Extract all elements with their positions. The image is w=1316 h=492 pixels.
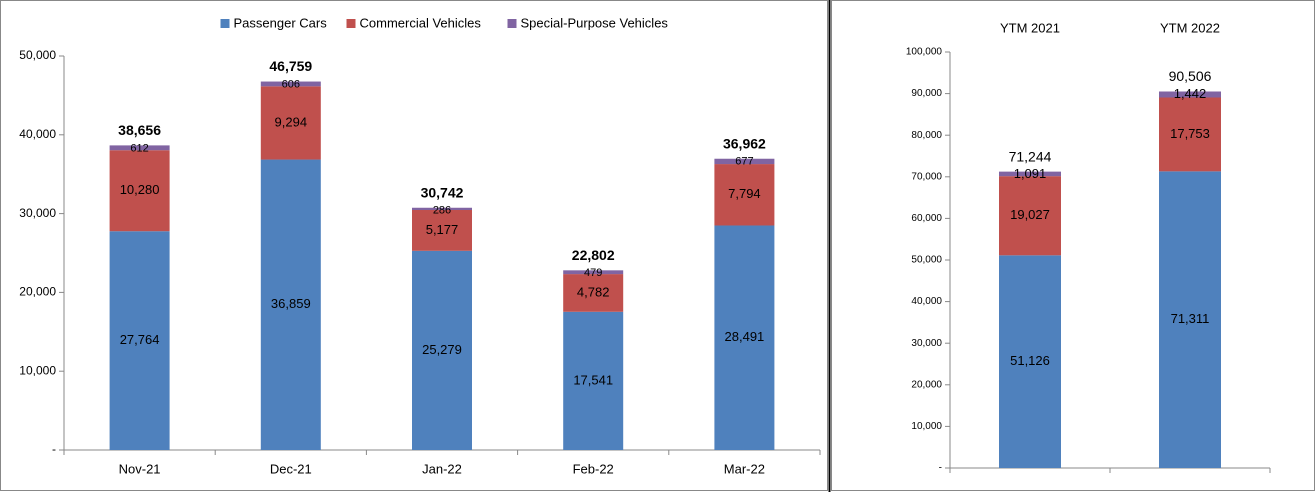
legend-swatch [220,19,230,28]
value-label: 27,764 [120,332,160,347]
bar-segment [999,255,1061,468]
bar-segment [714,164,775,226]
y-tick-label: 50,000 [911,255,942,266]
bar-segment [412,210,472,251]
y-tick-label: 80,000 [911,130,942,141]
x-tick-label: Feb-22 [573,461,614,476]
bar-segment [563,274,624,312]
y-tick-label: 10,000 [19,363,56,377]
y-tick-label: 20,000 [911,379,942,390]
y-tick-label: 40,000 [911,296,942,307]
y-tick-label: 60,000 [911,213,942,224]
y-tick-label: 20,000 [19,285,56,299]
value-label: 479 [584,267,602,279]
y-tick-label: 30,000 [911,338,942,349]
bar-segment [1159,91,1221,98]
y-tick-label: 90,000 [911,88,942,99]
legend-label: Commercial Vehicles [360,15,482,30]
total-label: 36,962 [723,135,766,151]
panel-border [831,0,1315,491]
value-label: 25,279 [422,342,462,357]
x-tick-label: Jan-22 [422,461,462,476]
bar-segment [109,145,170,151]
value-label: 28,491 [725,329,765,344]
total-label: 46,759 [269,58,312,74]
bar-segment [714,158,775,165]
legend-label: Passenger Cars [234,15,328,30]
x-tick-label: Mar-22 [724,461,765,476]
value-label: 36,859 [271,296,311,311]
y-tick-label: 30,000 [19,206,56,220]
value-label: 612 [130,142,148,154]
bar-segment [412,250,472,450]
value-label: 10,280 [120,182,160,197]
value-label: 677 [735,156,753,168]
x-tick-label: YTM 2021 [1000,20,1060,35]
bar-segment [109,150,170,232]
y-tick-label: 70,000 [911,171,942,182]
y-tick-label: 100,000 [906,47,943,58]
bar-segment [1159,97,1221,172]
value-label: 7,794 [728,186,761,201]
total-label: 71,244 [1009,148,1052,164]
legend-swatch [346,19,356,28]
value-label: 606 [282,78,300,90]
x-tick-label: Dec-21 [270,461,312,476]
x-tick-label: YTM 2022 [1160,20,1220,35]
value-label: 1,442 [1174,86,1207,101]
total-label: 22,802 [572,247,615,263]
legend-swatch [507,19,517,28]
value-label: 4,782 [577,284,610,299]
panel-border [0,0,828,491]
value-label: 17,541 [573,372,613,387]
total-label: 90,506 [1169,68,1212,84]
value-label: 286 [433,205,451,217]
y-tick-label: 40,000 [19,127,56,141]
total-label: 30,742 [421,184,464,200]
y-tick-label: - [939,463,942,474]
value-label: 17,753 [1170,126,1210,141]
value-label: 1,091 [1014,166,1047,181]
bar-segment [563,311,624,450]
bar-segment [260,86,321,160]
bar-segment [260,159,321,450]
bar-segment [563,270,624,275]
value-label: 19,027 [1010,207,1050,222]
bar-segment [260,81,321,87]
total-label: 38,656 [118,122,161,138]
bar-segment [1159,171,1221,468]
bar-segment [109,231,170,450]
bar-segment [412,207,472,211]
value-label: 71,311 [1171,311,1210,326]
bar-segment [714,225,775,450]
bar-segment [999,171,1061,177]
legend-label: Special-Purpose Vehicles [521,15,669,30]
y-tick-label: - [52,442,56,456]
y-tick-label: 50,000 [19,48,56,62]
bar-segment [999,176,1061,256]
x-tick-label: Nov-21 [119,461,161,476]
y-tick-label: 10,000 [911,421,942,432]
value-label: 9,294 [275,114,308,129]
value-label: 51,126 [1010,353,1050,368]
value-label: 5,177 [426,222,459,237]
